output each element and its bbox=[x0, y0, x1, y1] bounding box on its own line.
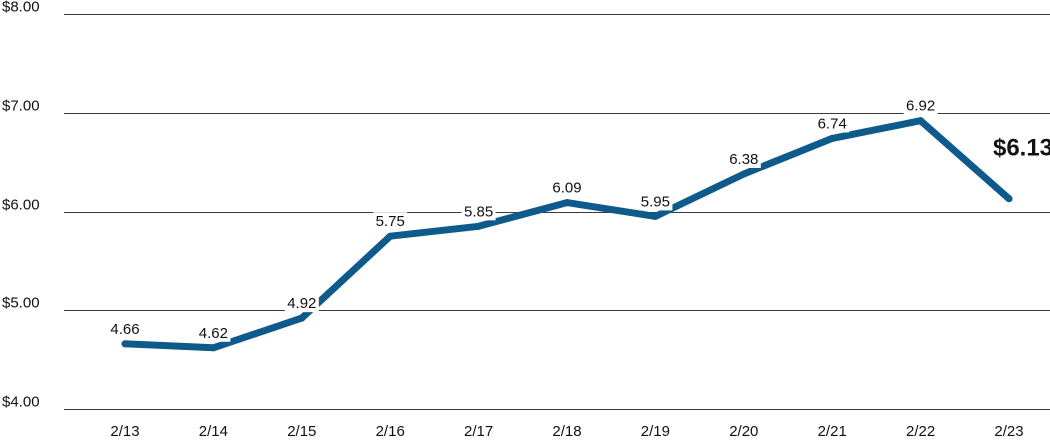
data-label-bg-2 bbox=[284, 294, 319, 313]
data-label-4: 5.85 bbox=[464, 203, 493, 220]
data-label-bg-8 bbox=[815, 114, 850, 133]
x-tick-label-10: 2/23 bbox=[994, 423, 1023, 440]
series-line-layer bbox=[121, 117, 1013, 352]
data-point-6 bbox=[651, 212, 659, 220]
data-label-layer: 4.66 4.62 4.92 5.75 5.85 6.09 5.95 6.38 6.74 6.92… bbox=[108, 96, 1050, 342]
y-tick-label-2: $6.00 bbox=[2, 197, 40, 214]
data-label-bg-1 bbox=[196, 323, 231, 342]
data-point-10 bbox=[1005, 195, 1013, 203]
data-label-bg-4 bbox=[461, 202, 496, 221]
data-point-2 bbox=[298, 314, 306, 322]
data-label-10: $6.13 bbox=[993, 135, 1050, 162]
data-point-9 bbox=[917, 117, 925, 125]
data-point-0 bbox=[121, 340, 129, 348]
data-point-5 bbox=[563, 199, 571, 207]
x-tick-label-9: 2/22 bbox=[906, 423, 935, 440]
data-label-5: 6.09 bbox=[552, 180, 581, 197]
x-tick-label-7: 2/20 bbox=[729, 423, 758, 440]
data-label-8: 6.74 bbox=[818, 115, 847, 132]
data-label-bg-6 bbox=[638, 192, 673, 211]
x-tick-label-0: 2/13 bbox=[110, 423, 139, 440]
data-point-7 bbox=[740, 170, 748, 178]
data-label-bg-7 bbox=[726, 149, 761, 168]
data-label-9: 6.92 bbox=[906, 98, 935, 115]
data-point-8 bbox=[828, 134, 836, 142]
data-label-6: 5.95 bbox=[641, 193, 670, 210]
x-tick-label-4: 2/17 bbox=[464, 423, 493, 440]
grid-layer bbox=[64, 14, 1050, 410]
x-axis-tick-labels: 2/13 2/14 2/15 2/16 2/17 2/18 2/19 2/20 2/21 2/22… bbox=[110, 423, 1023, 440]
y-tick-label-3: $7.00 bbox=[2, 98, 40, 115]
x-tick-label-2: 2/15 bbox=[287, 423, 316, 440]
data-label-bg-0 bbox=[108, 319, 142, 338]
data-label-3: 5.75 bbox=[376, 213, 405, 230]
x-tick-label-6: 2/19 bbox=[641, 423, 670, 440]
data-label-bg-3 bbox=[373, 212, 408, 231]
data-label-bg-5 bbox=[550, 178, 584, 197]
data-label-1: 4.62 bbox=[199, 325, 228, 342]
y-axis-tick-labels: $4.00 $5.00 $6.00 $7.00 $8.00 bbox=[2, 0, 40, 411]
y-tick-label-4: $8.00 bbox=[2, 0, 40, 16]
x-tick-label-3: 2/16 bbox=[376, 423, 405, 440]
y-tick-label-0: $4.00 bbox=[2, 394, 40, 411]
x-tick-label-5: 2/18 bbox=[552, 423, 581, 440]
x-tick-label-8: 2/21 bbox=[818, 423, 847, 440]
series-line-0 bbox=[121, 117, 1013, 352]
y-tick-label-1: $5.00 bbox=[2, 295, 40, 312]
data-label-7: 6.38 bbox=[729, 151, 758, 168]
data-point-4 bbox=[475, 222, 483, 230]
data-label-2: 4.92 bbox=[287, 295, 316, 312]
data-point-1 bbox=[209, 344, 217, 352]
data-label-0: 4.66 bbox=[110, 321, 139, 338]
data-point-3 bbox=[386, 232, 394, 240]
data-label-bg-9 bbox=[903, 96, 938, 115]
x-tick-label-1: 2/14 bbox=[199, 423, 228, 440]
